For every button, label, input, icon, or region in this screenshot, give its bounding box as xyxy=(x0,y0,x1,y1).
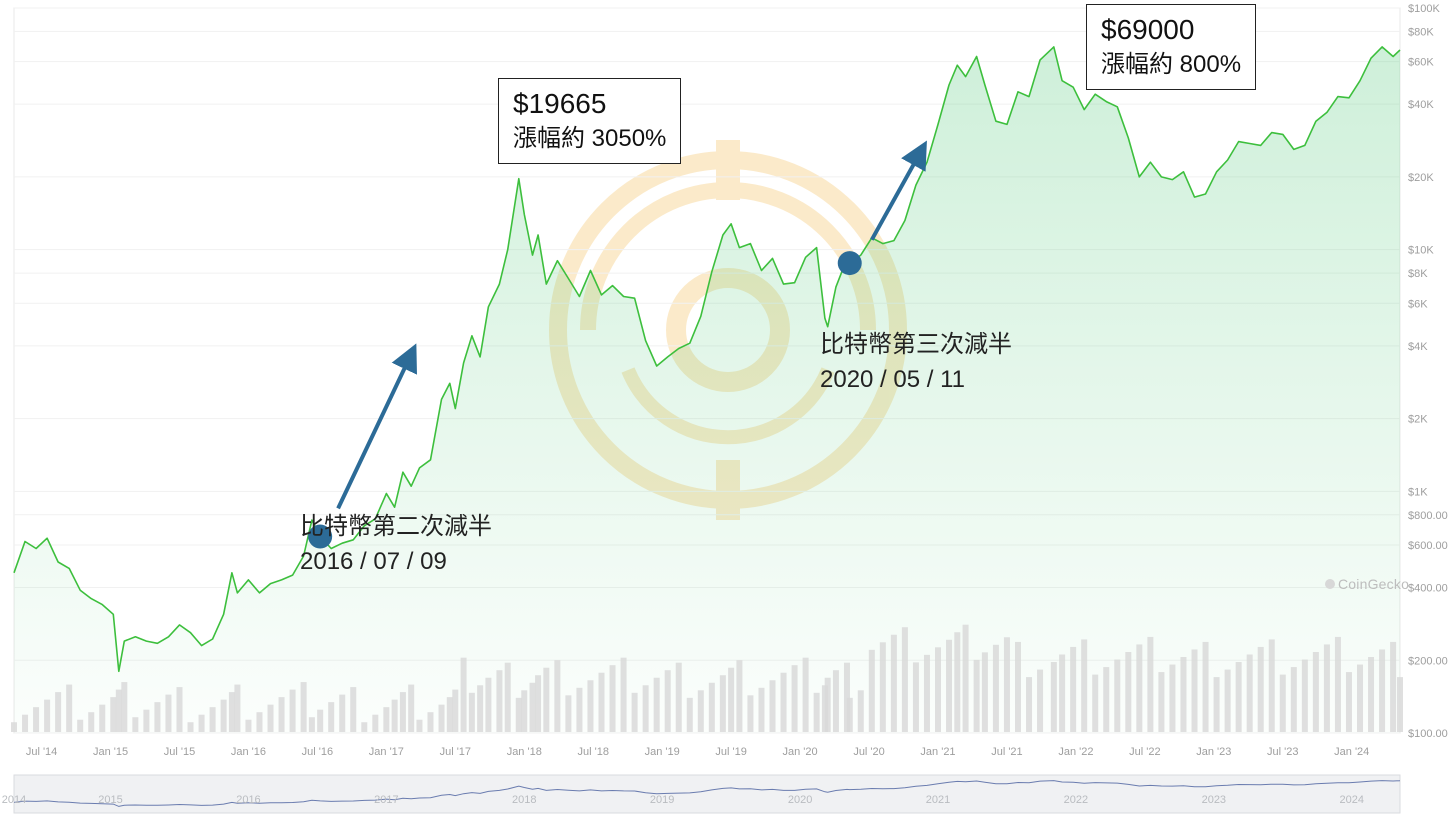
price-chart-svg: $100K $80K $60K $40K $20K $10K $8K $6K $4K $2K $1K… xyxy=(0,0,1456,819)
svg-text:2014: 2014 xyxy=(2,794,26,806)
svg-text:$800.00: $800.00 xyxy=(1408,510,1448,522)
svg-text:Jan '24: Jan '24 xyxy=(1334,746,1369,758)
svg-text:2015: 2015 xyxy=(98,794,122,806)
callout-2017-gain: 漲幅約 3050% xyxy=(513,123,666,155)
svg-text:Jul '18: Jul '18 xyxy=(577,746,608,758)
svg-text:Jul '16: Jul '16 xyxy=(302,746,333,758)
svg-text:2016: 2016 xyxy=(236,794,260,806)
annotation-halving-3: 比特幣第三次減半 2020 / 05 / 11 xyxy=(820,328,1012,398)
svg-text:$2K: $2K xyxy=(1408,414,1428,426)
svg-text:$100.00: $100.00 xyxy=(1408,728,1448,740)
annotation-halving-3-title: 比特幣第三次減半 xyxy=(820,331,1012,358)
callout-2017-price: $19665 xyxy=(513,85,666,123)
svg-text:Jul '22: Jul '22 xyxy=(1129,746,1160,758)
svg-text:2023: 2023 xyxy=(1202,794,1226,806)
svg-text:$20K: $20K xyxy=(1408,172,1434,184)
svg-text:$100K: $100K xyxy=(1408,3,1440,15)
svg-text:Jul '23: Jul '23 xyxy=(1267,746,1298,758)
callout-box-2021-peak: $69000 漲幅約 800% xyxy=(1086,4,1256,90)
svg-text:$400.00: $400.00 xyxy=(1408,583,1448,595)
svg-text:2020: 2020 xyxy=(788,794,812,806)
svg-text:Jan '20: Jan '20 xyxy=(783,746,818,758)
svg-text:Jan '17: Jan '17 xyxy=(369,746,404,758)
svg-text:Jan '15: Jan '15 xyxy=(93,746,128,758)
svg-text:Jan '16: Jan '16 xyxy=(231,746,266,758)
svg-text:$6K: $6K xyxy=(1408,298,1428,310)
svg-text:2017: 2017 xyxy=(374,794,398,806)
svg-text:$1K: $1K xyxy=(1408,486,1428,498)
annotation-halving-3-date: 2020 / 05 / 11 xyxy=(820,366,965,393)
svg-text:$4K: $4K xyxy=(1408,341,1428,353)
svg-text:Jul '17: Jul '17 xyxy=(440,746,471,758)
svg-text:Jul '20: Jul '20 xyxy=(853,746,884,758)
svg-text:$60K: $60K xyxy=(1408,57,1434,69)
callout-2021-price: $69000 xyxy=(1101,11,1241,49)
watermark-coingecko: CoinGecko xyxy=(1338,576,1409,592)
svg-text:2022: 2022 xyxy=(1064,794,1088,806)
annotation-halving-2: 比特幣第二次減半 2016 / 07 / 09 xyxy=(300,510,492,580)
svg-text:2018: 2018 xyxy=(512,794,536,806)
svg-text:2024: 2024 xyxy=(1339,794,1363,806)
svg-text:$8K: $8K xyxy=(1408,268,1428,280)
watermark-label: CoinGecko xyxy=(1338,576,1409,592)
svg-text:$40K: $40K xyxy=(1408,99,1434,111)
annotation-halving-2-date: 2016 / 07 / 09 xyxy=(300,548,447,575)
svg-text:$10K: $10K xyxy=(1408,245,1434,257)
callout-box-2017-peak: $19665 漲幅約 3050% xyxy=(498,78,681,164)
svg-text:$200.00: $200.00 xyxy=(1408,655,1448,667)
svg-text:$600.00: $600.00 xyxy=(1408,540,1448,552)
svg-text:Jul '15: Jul '15 xyxy=(164,746,195,758)
svg-text:Jul '19: Jul '19 xyxy=(715,746,746,758)
svg-text:Jul '14: Jul '14 xyxy=(26,746,57,758)
svg-text:$80K: $80K xyxy=(1408,26,1434,38)
svg-text:2021: 2021 xyxy=(926,794,950,806)
callout-2021-gain: 漲幅約 800% xyxy=(1101,49,1241,81)
svg-text:Jul '21: Jul '21 xyxy=(991,746,1022,758)
svg-text:Jan '23: Jan '23 xyxy=(1196,746,1231,758)
chart-root: $100K $80K $60K $40K $20K $10K $8K $6K $4K $2K $1K… xyxy=(0,0,1456,819)
svg-text:Jan '21: Jan '21 xyxy=(920,746,955,758)
svg-text:Jan '18: Jan '18 xyxy=(507,746,542,758)
svg-text:2019: 2019 xyxy=(650,794,674,806)
svg-text:Jan '22: Jan '22 xyxy=(1058,746,1093,758)
annotation-halving-2-title: 比特幣第二次減半 xyxy=(300,513,492,540)
svg-text:Jan '19: Jan '19 xyxy=(645,746,680,758)
